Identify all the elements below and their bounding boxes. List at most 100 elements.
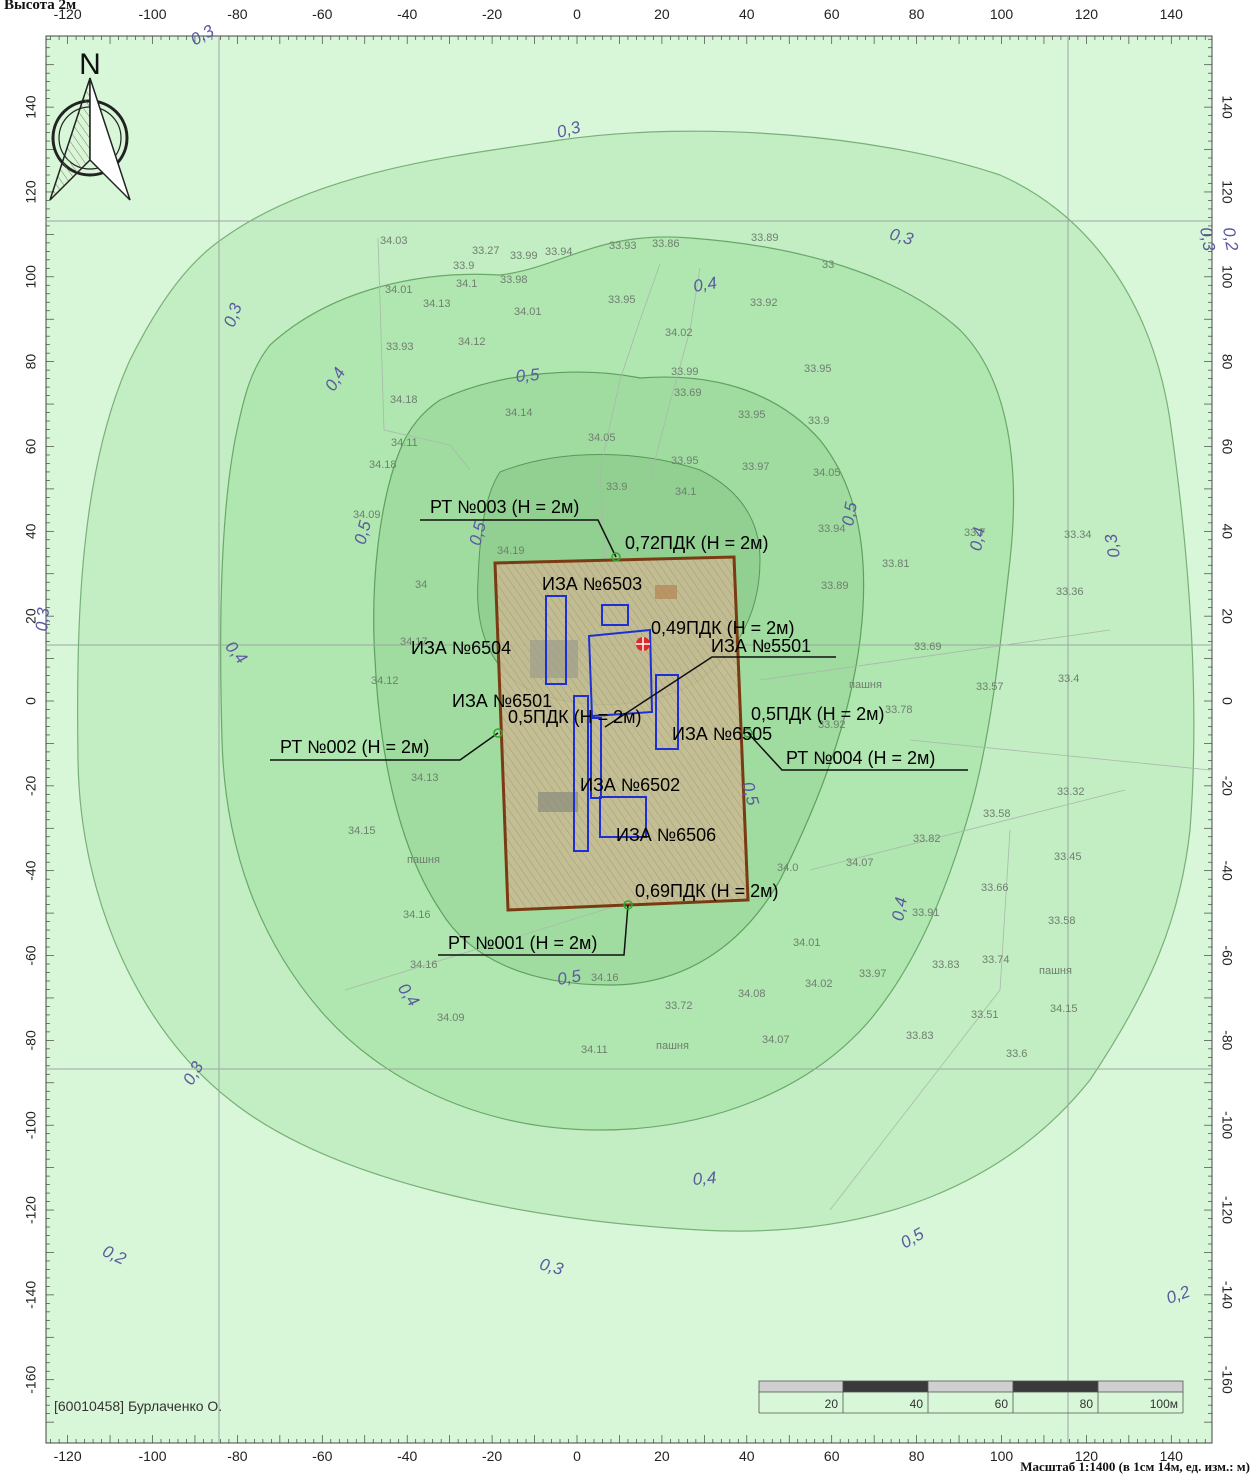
terrain-label: 33.74 [982,954,1010,966]
terrain-label: 34.09 [437,1012,465,1024]
receptor-marker[interactable] [743,728,753,738]
terrain-label: 33.95 [671,455,699,467]
x-tick-label: 100 [990,6,1014,22]
terrain-label: 34.11 [581,1044,608,1056]
terrain-label: 33.94 [545,246,573,258]
source-outline-6506[interactable] [599,796,647,838]
building-block [655,585,677,599]
terrain-label: пашня [407,854,440,866]
y-tick-label: -140 [1219,1281,1235,1309]
terrain-label: 34.1 [675,486,696,498]
terrain-label: 34.03 [380,235,408,247]
terrain-label: 34.01 [793,937,821,949]
author-stamp: [60010458] Бурлаченко О. [54,1398,223,1414]
source-label-5501[interactable]: ИЗА №5501 [711,636,811,656]
source-outline-6503[interactable] [601,604,629,626]
terrain-label: 33.45 [1054,851,1082,863]
terrain-label: 33.89 [751,232,779,244]
y-tick-label: -20 [23,776,39,796]
building-block [538,792,578,812]
terrain-label: 33.7 [964,527,985,539]
terrain-label: 33.83 [906,1030,934,1042]
terrain-label: 33.72 [665,1000,693,1012]
terrain-label: 34.0 [777,862,798,874]
source-outline-6502[interactable] [573,695,589,852]
x-tick-label: 0 [573,6,581,22]
contour-label: 0,3 [1196,226,1219,253]
source-label-6504[interactable]: ИЗА №6504 [411,638,511,658]
terrain-label: 34.08 [738,988,766,1000]
terrain-label: 34.18 [390,394,418,406]
x-tick-label: -100 [138,6,166,22]
x-tick-label: 40 [739,1448,755,1464]
terrain-label: 34.15 [348,825,376,837]
y-tick-label: 0 [23,697,39,705]
y-tick-label: -80 [23,1030,39,1050]
source-label-6505[interactable]: ИЗА №6505 [672,724,772,744]
north-arrow-icon: N [49,48,131,201]
terrain-label: 33.95 [804,363,832,375]
terrain-label: 34.15 [1050,1003,1078,1015]
terrain-label: 34.01 [514,306,542,318]
terrain-label: 34.19 [497,545,525,557]
x-tick-label: -100 [138,1448,166,1464]
source-outline-6504[interactable] [545,595,567,685]
terrain-label: 33.97 [742,461,770,473]
site-border[interactable] [493,555,750,912]
x-tick-label: -40 [397,6,417,22]
terrain-label: 33.51 [971,1009,999,1021]
x-tick-label: 0 [573,1448,581,1464]
receptor-points [493,552,753,910]
source-outline-6502b[interactable] [590,717,602,799]
receptor-label-003[interactable]: РТ №003 (Н = 2м) [430,497,579,517]
receptor-value-002: 0,5ПДК (Н = 2м) [508,707,642,727]
receptor-label-004[interactable]: РТ №004 (Н = 2м) [786,748,935,768]
terrain-label: 33.92 [750,297,778,309]
receptor-label-001[interactable]: РТ №001 (Н = 2м) [448,933,597,953]
x-tick-label: -20 [482,1448,502,1464]
terrain-label: 33.95 [608,294,636,306]
x-tick-label: 20 [654,6,670,22]
terrain-label: 33.81 [882,558,910,570]
x-tick-label: -60 [312,1448,332,1464]
y-tick-label: 80 [1219,354,1235,370]
x-tick-label: 20 [654,1448,670,1464]
building-block [530,640,578,678]
contour-label: 0,3 [32,606,53,632]
y-tick-label: -100 [23,1111,39,1139]
receptor-marker[interactable] [611,552,621,562]
receptor-value-003: 0,72ПДК (Н = 2м) [625,533,769,553]
height-title: Высота 2м [4,0,77,13]
terrain-label: 33.97 [859,968,887,980]
point-source-5501[interactable] [636,637,650,651]
y-tick-label: 120 [23,180,39,204]
source-label-6506[interactable]: ИЗА №6506 [616,825,716,845]
industrial-site[interactable] [493,555,750,912]
source-outline-6505[interactable] [655,674,679,750]
y-tick-label: -120 [23,1196,39,1224]
source-label-6502[interactable]: ИЗА №6502 [580,775,680,795]
y-tick-label: -80 [1219,1030,1235,1050]
y-tick-label: -60 [1219,945,1235,965]
contour-label: 0,3 [1101,532,1124,559]
x-tick-label: -120 [54,1448,82,1464]
terrain-label: 33.93 [386,341,414,353]
terrain-label: 33.9 [808,415,829,427]
source-label-6503[interactable]: ИЗА №6503 [542,574,642,594]
receptor-label-002[interactable]: РТ №002 (Н = 2м) [280,737,429,757]
y-tick-label: 0 [1219,697,1235,705]
y-tick-label: 80 [23,354,39,370]
source-label-6501[interactable]: ИЗА №6501 [452,691,552,711]
terrain-label: 33.93 [609,240,637,252]
contour-label: 0,5 [838,500,861,527]
terrain-label: 33.66 [981,882,1009,894]
receptor-marker[interactable] [493,728,503,738]
x-tick-label: 60 [824,1448,840,1464]
y-tick-label: -60 [23,945,39,965]
source-outline-6501[interactable] [587,628,654,718]
terrain-label: 33.89 [821,580,849,592]
y-tick-label: -160 [23,1366,39,1394]
receptor-marker[interactable] [623,900,633,910]
